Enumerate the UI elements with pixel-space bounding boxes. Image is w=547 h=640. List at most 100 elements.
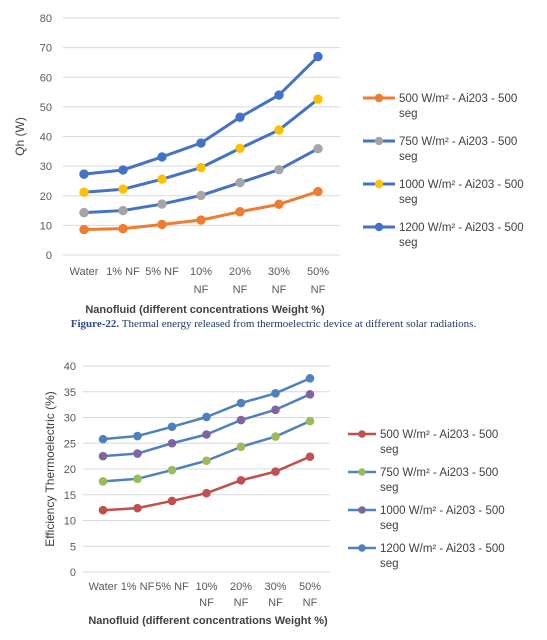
data-point xyxy=(98,434,108,444)
x-tick-label: 20% xyxy=(229,266,251,278)
data-point xyxy=(167,465,177,475)
data-point xyxy=(313,143,323,154)
y-tick-label: 35 xyxy=(64,387,76,399)
data-point xyxy=(235,112,245,122)
legend-swatch-marker xyxy=(358,544,366,552)
data-point xyxy=(313,51,323,62)
x-tick-label: 1% NF xyxy=(121,581,155,593)
x-tick-label: NF xyxy=(272,284,287,296)
data-point xyxy=(157,152,167,162)
legend-label: seg xyxy=(399,108,418,120)
data-point xyxy=(274,199,284,210)
data-point xyxy=(157,219,167,230)
legend-label: seg xyxy=(380,482,399,494)
data-point xyxy=(79,207,89,218)
y-tick-label: 40 xyxy=(64,361,76,373)
figure-caption-label: Figure-22. xyxy=(70,318,120,330)
x-tick-label: Water xyxy=(89,581,118,593)
legend-label: seg xyxy=(399,237,418,249)
y-tick-label: 5 xyxy=(70,541,76,553)
legend-swatch-marker xyxy=(374,222,384,232)
y-tick-label: 50 xyxy=(40,102,52,114)
y-axis-title: Qh (W) xyxy=(13,117,27,156)
y-tick-label: 20 xyxy=(64,464,76,476)
data-point xyxy=(305,390,315,399)
x-tick-label: NF xyxy=(303,597,318,609)
data-point xyxy=(98,451,108,461)
y-tick-label: 30 xyxy=(64,413,76,425)
figure-caption-text: Thermal energy released from thermoelect… xyxy=(121,318,477,330)
x-tick-label: Water xyxy=(70,266,99,278)
y-tick-label: 25 xyxy=(64,438,76,450)
data-point xyxy=(167,438,177,448)
y-tick-label: 20 xyxy=(40,191,52,203)
legend-label: 1000 W/m² - Ai203 - 500 xyxy=(380,505,505,517)
data-point xyxy=(157,199,167,209)
x-tick-label: 50% xyxy=(307,266,329,278)
x-tick-label: NF xyxy=(233,284,248,296)
x-tick-label: NF xyxy=(234,597,249,609)
data-point xyxy=(236,476,246,485)
data-point xyxy=(202,488,211,498)
x-tick-label: 50% xyxy=(299,581,321,593)
data-point xyxy=(79,169,89,179)
data-point xyxy=(313,186,323,197)
data-point xyxy=(202,430,211,439)
data-point xyxy=(271,467,280,476)
data-point xyxy=(79,187,89,197)
x-tick-label: 5% NF xyxy=(145,266,179,278)
data-point xyxy=(274,125,284,135)
series-line xyxy=(102,393,311,458)
legend-label: seg xyxy=(380,520,399,532)
data-point xyxy=(271,405,280,415)
data-point xyxy=(202,412,211,422)
x-tick-label: 10% xyxy=(195,581,217,593)
data-point xyxy=(79,224,89,235)
data-point xyxy=(271,432,280,441)
x-tick-label: 30% xyxy=(264,581,286,593)
legend-label: 1200 W/m² - Ai203 - 500 xyxy=(399,222,524,234)
legend-swatch-marker xyxy=(374,93,384,103)
data-point xyxy=(196,138,206,148)
x-tick-label: NF xyxy=(268,597,283,609)
data-point xyxy=(271,388,280,398)
figure-caption: Figure-22. Thermal energy released from … xyxy=(0,318,547,330)
data-point xyxy=(313,94,323,104)
data-point xyxy=(133,503,142,513)
legend-label: 750 W/m² - Ai203 - 500 xyxy=(380,467,498,479)
data-point xyxy=(305,374,315,383)
y-tick-label: 30 xyxy=(40,161,52,173)
y-tick-label: 70 xyxy=(40,43,52,55)
x-tick-label: 1% NF xyxy=(106,266,140,278)
x-tick-label: 5% NF xyxy=(155,581,189,593)
data-point xyxy=(133,474,142,484)
x-axis-title: Nanofluid (different concentrations Weig… xyxy=(88,615,328,627)
data-point xyxy=(235,178,245,188)
data-point xyxy=(98,505,108,515)
data-point xyxy=(118,165,128,175)
x-axis-title: Nanofluid (different concentrations Weig… xyxy=(85,304,325,316)
y-tick-label: 15 xyxy=(64,490,76,502)
legend-swatch-marker xyxy=(358,506,366,514)
legend-label: seg xyxy=(399,194,418,206)
data-point xyxy=(118,205,128,216)
data-point xyxy=(133,431,142,441)
legend-label: seg xyxy=(380,558,399,570)
data-point xyxy=(274,90,284,100)
data-point xyxy=(196,162,206,173)
legend-label: 500 W/m² - Ai203 - 500 xyxy=(399,93,517,105)
y-tick-label: 80 xyxy=(40,13,52,25)
thermal-energy-chart: 0 10 20 30 40 50 60 70 80 Water 1% NF 5% NF 10% NF 20%… xyxy=(13,13,524,316)
y-axis-title: Efficiency Thermoelectric (%) xyxy=(43,391,57,547)
legend-label: 500 W/m² - Ai203 - 500 xyxy=(380,429,498,441)
x-tick-label: 20% xyxy=(230,581,252,593)
y-tick-label: 40 xyxy=(40,132,52,144)
y-tick-label: 10 xyxy=(64,516,76,528)
data-point xyxy=(235,143,245,154)
x-tick-label: 10% xyxy=(190,266,212,278)
legend-label: 750 W/m² - Ai203 - 500 xyxy=(399,136,517,148)
data-point xyxy=(274,164,284,175)
x-tick-label: 30% xyxy=(268,266,290,278)
legend-swatch-marker xyxy=(358,468,366,476)
